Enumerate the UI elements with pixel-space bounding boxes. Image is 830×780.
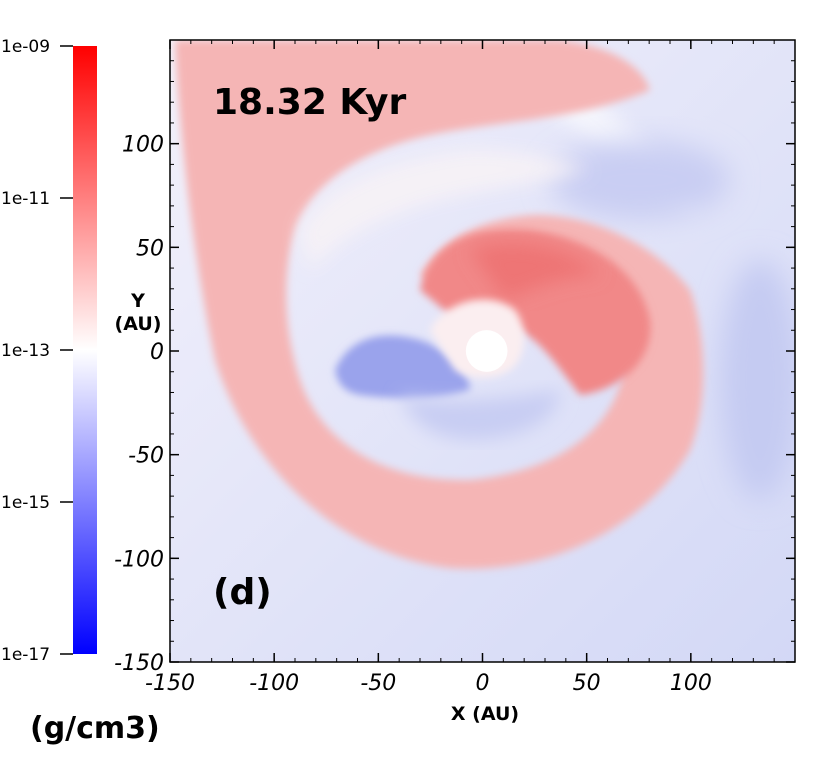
y-tick-label: -50 [128, 444, 164, 469]
y-axis-title-line2: (AU) [115, 313, 162, 335]
colorbar-tick-label: 1e-13 [1, 341, 50, 361]
density-field [170, 40, 795, 662]
x-tick-label: -150 [145, 671, 195, 696]
colorbar-tick-label: 1e-11 [1, 189, 50, 209]
y-tick-label: -100 [114, 547, 164, 572]
blue-trough [335, 335, 470, 399]
x-axis-title: X (AU) [451, 703, 519, 725]
blue-lobe-right [720, 260, 795, 500]
blue-lobe-upper [550, 140, 730, 220]
x-tick-label: -100 [249, 671, 299, 696]
blue-trough-tail [400, 390, 560, 440]
x-tick-label: -50 [360, 671, 396, 696]
colorbar: 1e-09 1e-11 1e-13 1e-15 1e-17 [1, 37, 97, 665]
outer-spiral-arm [175, 40, 704, 569]
colorbar-gradient [73, 46, 97, 654]
y-tick-label: 0 [150, 340, 164, 365]
colorbar-tick-label: 1e-17 [1, 645, 50, 665]
y-axis-title-line1: Y [130, 290, 145, 312]
y-tick-label: 100 [122, 133, 164, 158]
panel-label: (d) [213, 572, 272, 613]
time-label: 18.32 Kyr [213, 82, 406, 123]
colorbar-tick-label: 1e-09 [1, 37, 50, 57]
y-axis-ticks: -150 -100 -50 0 50 100 [114, 39, 795, 676]
y-tick-label: -150 [114, 651, 164, 676]
x-tick-label: 100 [670, 671, 712, 696]
x-tick-label: 0 [476, 671, 490, 696]
colorbar-units: (g/cm3) [30, 711, 160, 746]
inner-arm-peak [470, 243, 600, 300]
y-tick-label: 50 [136, 236, 164, 261]
arm-inner-gap [300, 150, 590, 270]
sink-particle [465, 330, 508, 372]
colorbar-tick-label: 1e-15 [1, 493, 50, 513]
x-tick-label: 50 [573, 671, 601, 696]
x-axis-ticks: -150 -100 -50 0 50 100 [145, 40, 796, 696]
